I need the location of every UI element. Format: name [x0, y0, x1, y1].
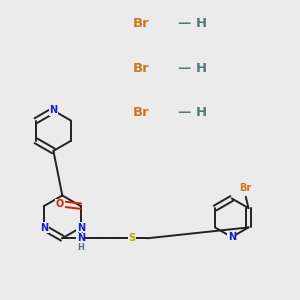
Text: H: H — [77, 243, 84, 252]
Text: N: N — [77, 233, 85, 243]
Text: O: O — [56, 200, 64, 209]
Text: Br: Br — [133, 17, 150, 30]
Text: N: N — [228, 232, 236, 242]
Text: N: N — [40, 223, 48, 232]
Text: Br: Br — [133, 62, 150, 75]
Text: S: S — [128, 233, 135, 243]
Text: N: N — [77, 223, 85, 232]
Text: — H: — H — [178, 106, 207, 119]
Text: H: H — [76, 232, 83, 241]
Text: — H: — H — [178, 17, 207, 30]
Text: — H: — H — [178, 62, 207, 75]
Text: Br: Br — [239, 184, 251, 194]
Text: N: N — [49, 106, 58, 116]
Text: Br: Br — [133, 106, 150, 119]
